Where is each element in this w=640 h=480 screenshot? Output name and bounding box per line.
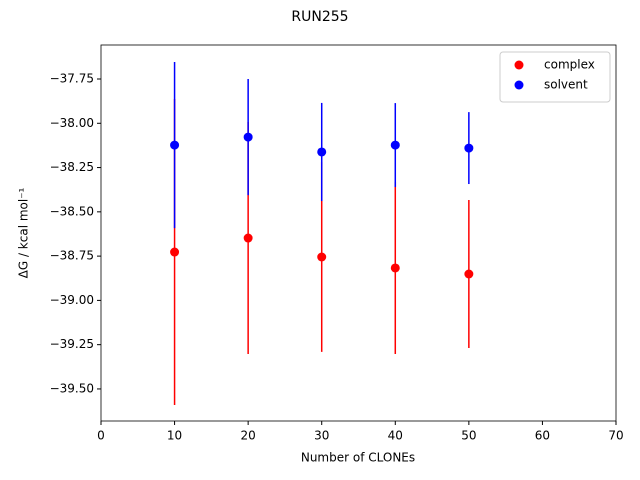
x-tick-label: 60 [535,429,550,443]
legend-label: complex [544,58,595,72]
point [170,247,180,257]
point [390,263,400,273]
x-axis-label: Number of CLONEs [301,451,415,465]
plot-frame [100,44,617,422]
point [243,233,253,243]
y-tick-label: −39.50 [50,381,94,395]
x-tick-label: 50 [461,429,476,443]
x-tick-label: 30 [314,429,329,443]
y-tick-label: −38.00 [50,116,94,130]
y-tick-label: −38.25 [50,160,94,174]
y-tick-label: −39.25 [50,337,94,351]
x-tick-label: 40 [388,429,403,443]
point [464,143,474,153]
point [317,147,327,157]
y-tick-label: −38.50 [50,204,94,218]
y-tick-label: −38.75 [50,249,94,263]
x-tick-label: 0 [97,429,105,443]
x-tick-label: 20 [241,429,256,443]
y-axis-label: ΔG / kcal mol⁻¹ [17,187,31,278]
y-tick-label: −39.00 [50,293,94,307]
legend-marker [514,80,524,90]
x-tick-label: 10 [167,429,182,443]
point [317,252,327,262]
x-tick-label: 70 [608,429,623,443]
legend-marker [514,60,524,70]
point [390,140,400,150]
y-tick-label: −37.75 [50,72,94,86]
legend-box [499,51,611,103]
point [243,132,253,142]
point [170,140,180,150]
point [464,269,474,279]
chart-title: RUN255 [291,9,348,25]
legend-label: solvent [544,78,588,92]
